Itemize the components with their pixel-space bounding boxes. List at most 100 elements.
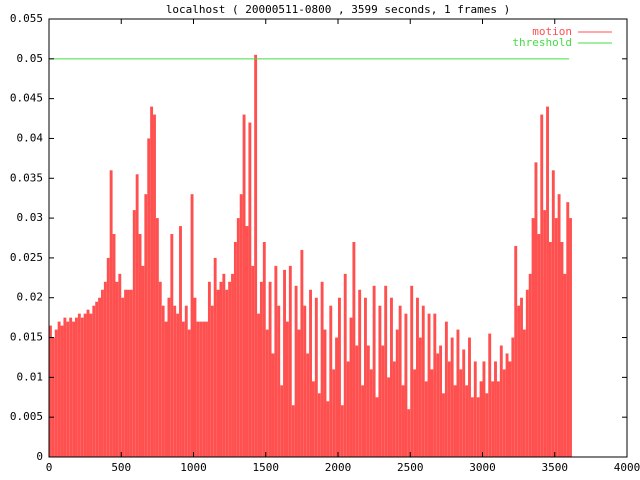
impulse-bar — [236, 218, 240, 457]
impulse-bar — [239, 194, 243, 457]
impulse-bar — [340, 405, 344, 457]
impulse-bar — [176, 313, 180, 457]
impulse-bar — [517, 305, 521, 457]
impulse-bar — [184, 305, 188, 457]
impulse-bar — [86, 309, 90, 457]
impulse-bar — [210, 305, 214, 457]
impulse-bar — [470, 397, 474, 457]
impulse-bar — [505, 353, 509, 457]
impulse-bar — [225, 289, 229, 457]
impulse-bar — [66, 321, 70, 457]
impulse-bar — [75, 317, 78, 457]
impulse-bar — [69, 317, 73, 457]
impulse-bar — [540, 114, 544, 458]
impulse-bar — [95, 301, 99, 457]
impulse-bar — [280, 385, 284, 457]
impulse-bar — [106, 257, 110, 457]
impulse-bar — [525, 289, 529, 457]
impulse-bar — [259, 281, 263, 457]
impulse-bar — [233, 241, 237, 457]
legend-label: motion — [532, 25, 572, 38]
impulse-bar — [118, 273, 122, 457]
impulse-bar — [407, 409, 411, 457]
impulse-bar — [147, 138, 151, 458]
y-tick-label: 0.04 — [17, 131, 44, 144]
impulse-bar — [300, 249, 304, 457]
impulse-bar — [135, 174, 139, 458]
impulse-bar — [358, 289, 362, 457]
impulse-bar — [459, 369, 463, 457]
impulse-bar — [329, 305, 333, 457]
y-tick-label: 0.025 — [10, 251, 43, 264]
impulse-bar — [199, 321, 203, 457]
impulse-bar — [462, 349, 466, 457]
impulse-bar — [566, 202, 570, 457]
impulse-bar — [60, 325, 64, 457]
impulse-bar — [361, 385, 365, 457]
impulse-bar — [366, 345, 370, 457]
impulse-bar — [222, 273, 226, 457]
impulse-bar — [450, 337, 454, 457]
impulse-bar — [317, 393, 321, 457]
impulse-bar — [554, 218, 558, 457]
impulse-bar — [57, 321, 61, 457]
impulse-bar — [473, 361, 477, 457]
impulse-bar — [49, 325, 52, 457]
legend-label: threshold — [512, 36, 572, 49]
impulse-bar — [494, 361, 497, 457]
impulse-bar — [433, 313, 437, 457]
impulse-bar — [265, 329, 269, 457]
impulse-bar — [138, 234, 142, 457]
y-tick-label: 0.01 — [17, 370, 44, 383]
impulse-bar — [476, 397, 480, 457]
impulse-bar — [80, 317, 84, 457]
impulse-bar — [390, 297, 393, 457]
impulse-bar — [309, 289, 312, 457]
impulse-bar — [413, 369, 417, 457]
impulse-bar — [251, 265, 255, 457]
impulse-bar — [245, 226, 249, 457]
impulse-bar — [375, 397, 379, 457]
impulse-bar — [548, 241, 552, 457]
impulse-bar — [179, 226, 182, 457]
impulse-bar — [190, 194, 194, 457]
impulse-bar — [456, 329, 460, 457]
impulse-bar — [72, 321, 76, 457]
impulse-bar — [98, 297, 102, 457]
impulse-bar — [569, 218, 572, 457]
impulse-bar — [285, 321, 289, 457]
impulse-bar — [421, 305, 425, 457]
impulse-bar — [262, 241, 266, 457]
impulse-bar — [92, 305, 96, 457]
impulse-bar — [427, 313, 431, 457]
impulse-bar — [372, 285, 376, 457]
impulse-bar — [294, 285, 298, 457]
impulse-bar — [129, 289, 133, 457]
impulse-bar — [520, 297, 523, 457]
impulse-bar — [124, 289, 128, 457]
impulse-bar — [288, 265, 292, 457]
impulse-bar — [323, 329, 327, 457]
impulse-bar — [219, 281, 223, 457]
impulse-bar — [271, 353, 275, 457]
impulse-bar — [153, 114, 156, 458]
impulse-bar — [181, 321, 185, 457]
impulse-bar — [89, 313, 93, 457]
impulse-bar — [551, 170, 555, 458]
impulse-bar — [320, 281, 324, 457]
y-tick-label: 0.015 — [10, 331, 43, 344]
impulse-bar — [485, 393, 489, 457]
impulse-bar — [150, 106, 154, 457]
impulse-bar — [77, 313, 81, 457]
impulse-bar — [410, 285, 414, 457]
impulse-bar — [205, 321, 208, 457]
impulse-bar — [401, 385, 405, 457]
impulse-bar — [508, 361, 512, 457]
impulse-bar — [534, 162, 538, 457]
x-tick-label: 0 — [46, 461, 53, 474]
impulse-bar — [202, 321, 206, 457]
impulse-bar — [314, 297, 318, 457]
impulse-bar — [306, 353, 310, 457]
y-tick-label: 0.055 — [10, 12, 43, 25]
